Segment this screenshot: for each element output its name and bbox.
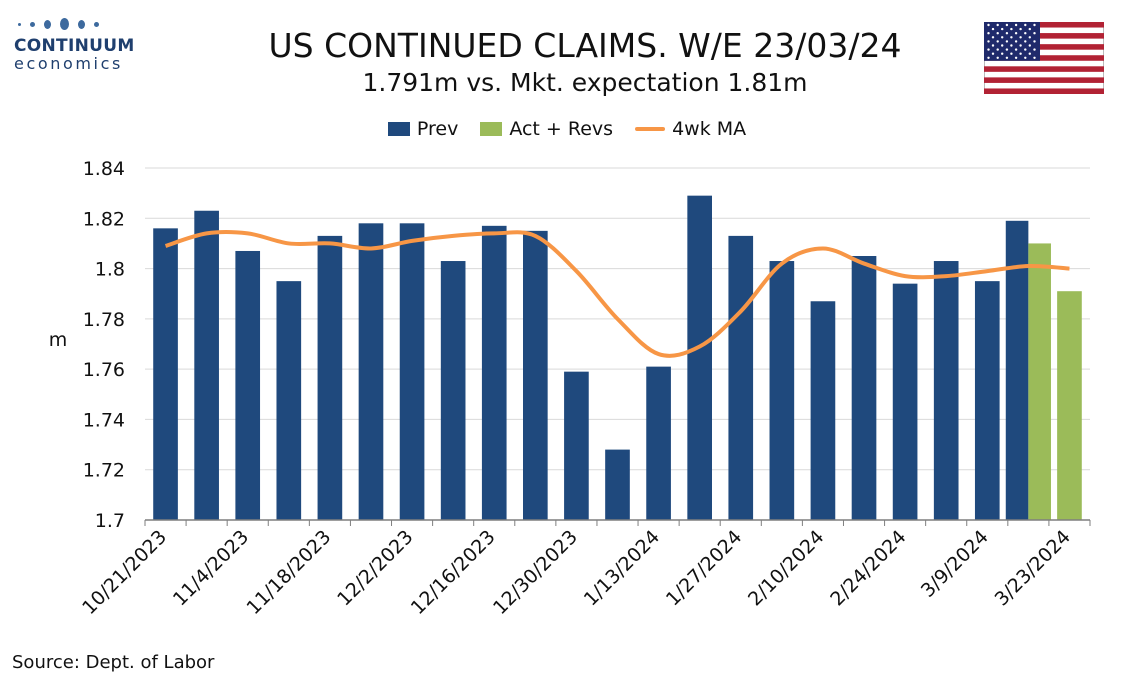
bar-act xyxy=(1057,291,1082,520)
bar-prev xyxy=(276,281,302,520)
x-tick-label: 3/23/2024 xyxy=(991,526,1075,610)
bar-prev xyxy=(399,223,425,521)
chart-legend: Prev Act + Revs 4wk MA xyxy=(0,118,1134,140)
y-tick-label: 1.7 xyxy=(95,510,125,532)
bar-act xyxy=(1028,243,1051,520)
y-tick-label: 1.82 xyxy=(83,208,125,230)
y-tick-label: 1.84 xyxy=(83,158,125,180)
bar-prev xyxy=(194,210,219,520)
legend-label-prev: Prev xyxy=(416,118,459,140)
y-tick-label: 1.78 xyxy=(83,309,125,331)
legend-label-act: Act + Revs xyxy=(509,118,614,140)
bar-prev xyxy=(769,261,795,520)
y-axis-label: m xyxy=(49,329,68,351)
logo-word-continuum: CONTINUUM xyxy=(14,36,135,56)
x-tick-label: 1/27/2024 xyxy=(662,526,746,610)
bar-prev xyxy=(851,256,877,520)
x-tick-label: 12/16/2023 xyxy=(407,526,500,619)
x-tick-label: 12/2/2023 xyxy=(333,526,417,610)
bar-prev xyxy=(605,449,630,520)
ma-line xyxy=(164,229,1070,358)
legend-label-ma: 4wk MA xyxy=(672,118,747,140)
y-tick-label: 1.76 xyxy=(83,359,125,381)
bar-prev xyxy=(933,261,959,520)
bar-prev xyxy=(481,225,507,521)
legend-item-prev: Prev xyxy=(387,118,459,140)
logo-dots-icon xyxy=(18,14,144,34)
legend-swatch-ma xyxy=(635,127,666,131)
bar-prev xyxy=(810,301,836,520)
x-tick-label: 12/30/2023 xyxy=(489,526,582,619)
bar-prev xyxy=(687,195,712,520)
bar-prev xyxy=(317,235,343,520)
x-tick-label: 1/13/2024 xyxy=(580,526,664,610)
x-tick-label: 2/10/2024 xyxy=(744,526,828,610)
bar-prev xyxy=(974,281,1000,520)
bar-prev xyxy=(892,283,918,520)
bar-prev xyxy=(564,371,589,520)
bar-prev xyxy=(1005,220,1029,521)
bar-prev xyxy=(153,228,178,521)
x-tick-label: 10/21/2023 xyxy=(78,526,171,619)
chart-subtitle: 1.791m vs. Mkt. expectation 1.81m xyxy=(362,68,808,97)
us-flag-icon xyxy=(984,22,1104,94)
continuum-logo: CONTINUUM economics xyxy=(14,14,144,73)
bar-prev xyxy=(646,366,671,520)
y-tick-label: 1.72 xyxy=(83,460,125,482)
bar-prev xyxy=(523,230,548,520)
legend-item-act: Act + Revs xyxy=(480,118,613,140)
legend-item-ma: 4wk MA xyxy=(635,118,746,140)
bar-prev xyxy=(358,223,384,521)
x-tick-label: 11/18/2023 xyxy=(242,526,335,619)
x-tick-label: 2/24/2024 xyxy=(826,526,910,610)
bar-prev xyxy=(235,250,261,520)
y-tick-label: 1.8 xyxy=(95,259,125,281)
legend-swatch-act xyxy=(480,122,503,136)
bar-prev xyxy=(728,235,754,520)
bar-prev xyxy=(440,261,466,520)
source-note: Source: Dept. of Labor xyxy=(12,652,215,673)
logo-word-economics: economics xyxy=(14,54,123,73)
chart-title: US CONTINUED CLAIMS. W/E 23/03/24 xyxy=(268,26,902,65)
x-tick-label: 3/9/2024 xyxy=(917,526,993,602)
legend-swatch-prev xyxy=(387,122,410,136)
x-tick-label: 11/4/2023 xyxy=(169,526,253,610)
y-tick-label: 1.74 xyxy=(83,409,125,431)
